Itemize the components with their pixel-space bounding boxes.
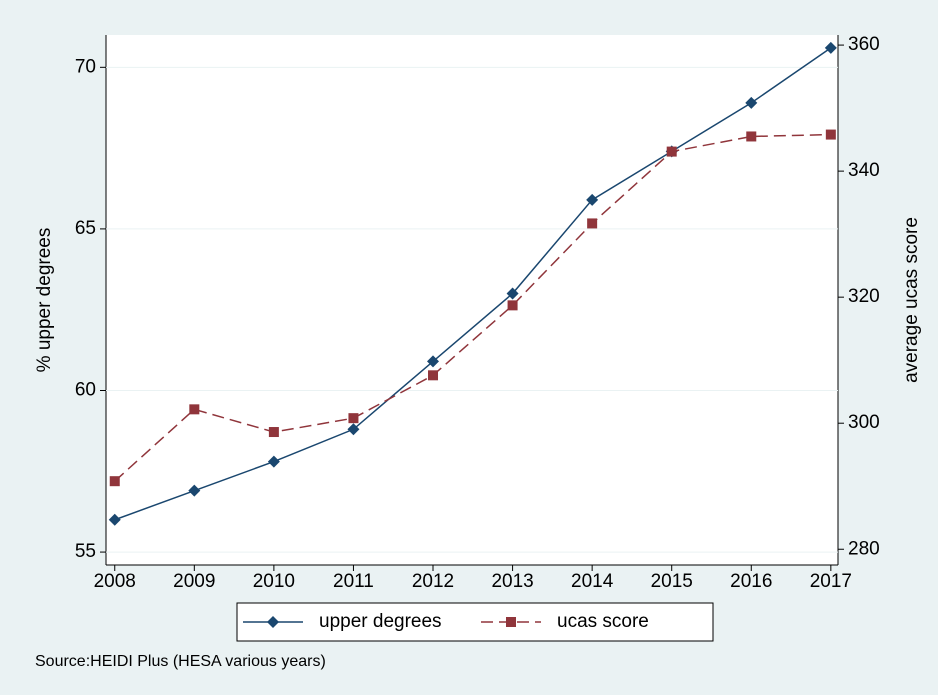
y-axis-title: % upper degrees	[34, 228, 55, 373]
series-line	[114, 47, 832, 521]
y-tick-label: 55	[75, 541, 96, 562]
legend-marker	[267, 616, 279, 628]
data-point	[188, 484, 201, 497]
y-tick-label: 70	[75, 56, 96, 77]
x-tick-label: 2013	[491, 571, 533, 592]
data-point	[347, 423, 360, 436]
data-point	[666, 146, 677, 157]
legend-marker	[506, 617, 516, 627]
data-point	[428, 370, 439, 381]
x-tick-label: 2016	[730, 571, 772, 592]
x-tick-label: 2017	[810, 571, 852, 592]
x-tick-label: 2009	[173, 571, 215, 592]
x-tick-label: 2008	[94, 571, 136, 592]
y2-tick-label: 280	[848, 538, 880, 559]
data-point	[587, 218, 598, 229]
data-point	[268, 427, 279, 438]
data-point	[108, 513, 121, 526]
data-point	[746, 131, 757, 142]
data-point	[825, 129, 836, 140]
data-point	[109, 476, 120, 487]
y2-tick-label: 300	[848, 412, 880, 433]
y2-axis-title: average ucas score	[901, 217, 922, 383]
x-tick-label: 2010	[253, 571, 295, 592]
legend-label: upper degrees	[319, 611, 442, 632]
y-tick-label: 65	[75, 218, 96, 239]
x-tick-label: 2014	[571, 571, 614, 592]
y2-tick-label: 340	[848, 160, 880, 181]
data-point	[427, 355, 440, 368]
data-point	[189, 404, 200, 415]
x-tick-label: 2012	[412, 571, 454, 592]
source-note: Source:HEIDI Plus (HESA various years)	[35, 653, 326, 670]
data-point	[824, 41, 837, 54]
y2-tick-label: 360	[848, 34, 880, 55]
y-tick-label: 60	[75, 380, 96, 401]
x-tick-label: 2015	[651, 571, 693, 592]
data-point	[506, 287, 519, 300]
data-point	[586, 193, 599, 206]
plot-area	[106, 35, 838, 565]
data-point	[745, 96, 758, 109]
data-point	[507, 300, 518, 311]
data-point	[267, 455, 280, 468]
legend-label: ucas score	[557, 611, 649, 632]
x-tick-label: 2011	[333, 571, 374, 592]
y2-tick-label: 320	[848, 286, 880, 307]
legend-box	[236, 602, 714, 642]
data-point	[348, 413, 359, 424]
series-line	[114, 133, 831, 482]
